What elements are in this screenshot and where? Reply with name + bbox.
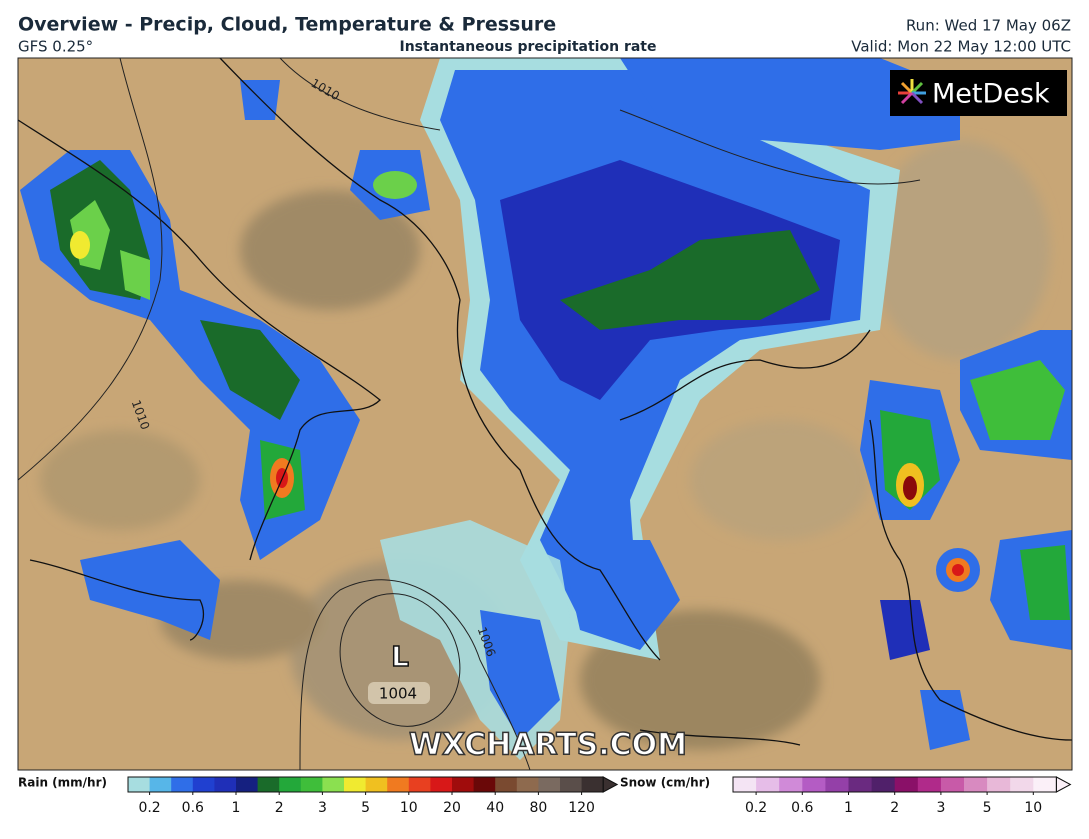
colorbar-swatch bbox=[214, 777, 237, 792]
colorbar-label: 40 bbox=[486, 800, 504, 816]
colorbar-label: 1 bbox=[844, 800, 853, 816]
colorbar-swatch bbox=[516, 777, 539, 792]
colorbar-swatch bbox=[917, 777, 942, 792]
colorbar-swatch bbox=[149, 777, 172, 792]
colorbar-label: 2 bbox=[275, 800, 284, 816]
snow-legend-title: Snow (cm/hr) bbox=[620, 776, 710, 790]
colorbar-label: 0.2 bbox=[138, 800, 160, 816]
colorbar-label: 10 bbox=[1024, 800, 1042, 816]
colorbar-swatch bbox=[171, 777, 194, 792]
colorbar-swatch bbox=[279, 777, 302, 792]
colorbar-swatch bbox=[473, 777, 496, 792]
colorbar-swatch bbox=[538, 777, 561, 792]
logo-text: MetDesk bbox=[932, 79, 1050, 110]
colorbar-label: 3 bbox=[936, 800, 945, 816]
colorbar-swatch bbox=[733, 777, 757, 792]
colorbar-swatch bbox=[430, 777, 453, 792]
colorbar-swatch bbox=[1010, 777, 1034, 792]
colorbar-swatch bbox=[192, 777, 215, 792]
colorbar-swatch bbox=[452, 777, 475, 792]
colorbar-label: 1 bbox=[232, 800, 241, 816]
watermark: WXCHARTS.COM bbox=[409, 728, 687, 763]
snow-colorbar: 0.2 0.6 1 2 3 5 10 bbox=[732, 776, 1072, 816]
colorbar-swatch bbox=[408, 777, 431, 792]
colorbar-swatch bbox=[825, 777, 849, 792]
rain-colorbar: 0.2 0.6 1 2 3 5 10 20 40 80 120 bbox=[127, 776, 619, 816]
colorbar-label: 0.2 bbox=[745, 800, 767, 816]
precipitation bbox=[20, 58, 1072, 760]
colorbar-label: 3 bbox=[318, 800, 327, 816]
colorbar-swatch bbox=[387, 777, 410, 792]
colorbar-swatch bbox=[756, 777, 780, 792]
subtitle: Instantaneous precipitation rate bbox=[400, 39, 657, 55]
logo-icon bbox=[898, 79, 926, 105]
coastlines bbox=[18, 58, 1072, 746]
colorbar-swatch bbox=[236, 777, 259, 792]
low-marker: L bbox=[391, 640, 409, 673]
colorbar-swatch bbox=[300, 777, 323, 792]
colorbar-label: 2 bbox=[890, 800, 899, 816]
rain-legend-title: Rain (mm/hr) bbox=[18, 776, 107, 790]
colorbar-arrow bbox=[1055, 776, 1072, 793]
colorbar-swatch bbox=[560, 777, 583, 792]
colorbar-swatch bbox=[871, 777, 896, 792]
colorbar-swatch bbox=[344, 777, 367, 792]
colorbar-label: 5 bbox=[983, 800, 992, 816]
colorbar-swatch bbox=[495, 777, 518, 792]
colorbar-label: 20 bbox=[443, 800, 461, 816]
isobars bbox=[18, 58, 921, 770]
colorbar-arrow bbox=[602, 776, 619, 793]
colorbar-label: 80 bbox=[529, 800, 547, 816]
colorbar-swatch bbox=[894, 777, 919, 792]
colorbar-swatch bbox=[128, 777, 151, 792]
colorbar-label: 120 bbox=[568, 800, 595, 816]
colorbar-label: 10 bbox=[400, 800, 418, 816]
colorbar-swatch bbox=[987, 777, 1011, 792]
colorbar-swatch bbox=[779, 777, 803, 792]
colorbar-label: 0.6 bbox=[791, 800, 813, 816]
colorbar-swatch bbox=[964, 777, 988, 792]
cloud-shading bbox=[40, 140, 1050, 750]
colorbar-label: 0.6 bbox=[182, 800, 204, 816]
colorbar-swatch bbox=[940, 777, 965, 792]
title: Overview - Precip, Cloud, Temperature & … bbox=[18, 14, 556, 36]
colorbar-swatch bbox=[365, 777, 388, 792]
colorbar-label: 5 bbox=[361, 800, 370, 816]
colorbar-swatch bbox=[802, 777, 826, 792]
colorbar-swatch bbox=[581, 777, 604, 792]
map: 1010 1010 1006 L 1004 WXCHARTS.COM MetDe… bbox=[18, 58, 1072, 770]
colorbar-swatch bbox=[848, 777, 873, 792]
model: GFS 0.25° bbox=[18, 38, 93, 56]
colorbar-swatch bbox=[1033, 777, 1057, 792]
colorbar-swatch bbox=[257, 777, 280, 792]
colorbar-swatch bbox=[322, 777, 345, 792]
valid-time: Valid: Mon 22 May 12:00 UTC bbox=[851, 38, 1071, 56]
run-time: Run: Wed 17 May 06Z bbox=[906, 17, 1071, 35]
pressure-label: 1004 bbox=[379, 685, 417, 703]
